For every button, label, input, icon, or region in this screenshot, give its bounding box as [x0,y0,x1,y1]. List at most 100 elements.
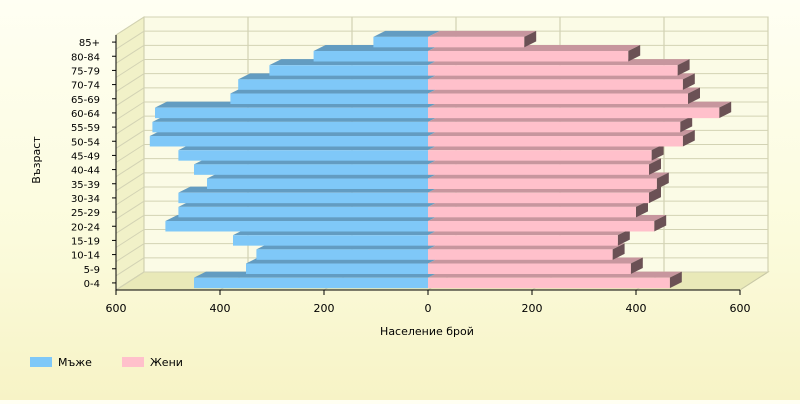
bar-front-face [428,263,631,274]
legend-swatch-female [121,357,144,367]
y-tick-label-10-14: 10-14 [71,251,100,262]
bar-end-face [682,130,695,147]
bar-male-40-44 [194,158,440,175]
bar-end-face [654,215,667,232]
side-grid-line-15 [115,59,145,78]
bar-female-60-64 [428,101,732,119]
legend-item-male: Мъже [30,356,92,369]
bar-front-face [428,79,683,90]
bar-front-face [152,121,428,133]
side-grid-line-6 [115,186,145,206]
bar-front-face [230,93,428,104]
side-grid-line-13 [115,87,145,107]
bar-female-80-84 [428,45,641,62]
side-grid-line-10 [115,129,145,149]
bar-end-face [680,115,693,133]
side-grid-line-12 [115,101,145,121]
bar-female-75-79 [428,59,690,76]
legend-label-male: Мъже [58,355,92,369]
bar-female-35-39 [428,172,669,189]
side-grid-line-14 [115,73,145,93]
bar-front-face [428,65,678,76]
bar-female-65-69 [428,87,700,104]
side-grid-line-0 [115,271,145,291]
bar-male-15-19 [233,229,440,246]
bar-male-20-24 [165,215,440,232]
bar-male-50-54 [149,130,441,147]
bar-end-face [719,101,732,119]
x-tick-label-6: 600 [730,302,751,315]
bar-front-face [428,277,670,289]
bar-female-45-49 [428,144,664,161]
y-tick-label-75-79: 75-79 [71,66,100,77]
bar-front-face [269,65,428,76]
side-grid-line-17 [115,30,145,50]
bar-front-face [428,136,683,147]
bar-front-face [149,136,429,147]
bar-male-0-4 [194,271,440,289]
bar-male-30-34 [178,186,440,204]
bar-end-face [524,30,537,48]
bar-top-face [373,30,440,37]
bar-end-face [649,186,661,204]
bar-front-face [428,192,649,204]
y-tick-label-55-59: 55-59 [71,123,100,134]
bar-end-face [630,257,643,274]
x-tick-label-4: 200 [522,302,543,315]
side-grid-line-9 [115,144,145,163]
y-tick-label-20-24: 20-24 [71,222,100,233]
bar-front-face [194,277,428,289]
bar-end-face [628,45,641,62]
bar-end-face [682,73,695,90]
bar-front-face [313,51,428,62]
side-grid-line-3 [115,229,145,248]
bar-female-85+ [428,30,537,48]
legend-item-female: Жени [121,356,183,369]
y-tick-label-30-34: 30-34 [71,194,100,205]
legend-swatch-male [30,357,52,367]
x-tick-label-3: 0 [425,302,432,315]
bar-female-55-59 [428,115,693,133]
bar-end-face [688,87,700,104]
bar-front-face [428,107,720,119]
side-grid-line-5 [115,200,145,220]
bar-front-face [207,178,428,189]
x-tick-label-1: 400 [210,302,231,315]
side-grid-line-18 [115,16,145,36]
bar-end-face [651,144,664,161]
bar-male-65-69 [230,87,440,104]
bar-end-face [649,158,661,175]
bar-female-0-4 [428,271,682,289]
bar-front-face [373,36,428,48]
bar-front-face [178,150,428,161]
bar-front-face [238,79,428,90]
bar-end-face [669,271,682,289]
bar-male-35-39 [207,172,440,189]
side-grid-line-1 [115,257,145,277]
bar-female-50-54 [428,130,695,147]
y-tick-label-0-4: 0-4 [84,279,100,290]
bar-end-face [636,200,648,218]
y-tick-label-50-54: 50-54 [71,137,100,148]
y-tick-label-60-64: 60-64 [71,109,100,120]
bar-end-face [617,229,630,246]
bar-front-face [428,51,629,62]
y-tick-label-70-74: 70-74 [71,81,100,92]
bar-front-face [428,221,655,232]
y-tick-label-40-44: 40-44 [71,166,100,177]
bar-male-85+ [373,30,440,48]
bar-front-face [155,107,428,119]
side-grid-line-11 [115,115,145,135]
y-tick-label-45-49: 45-49 [71,151,100,162]
bar-front-face [256,249,428,260]
x-tick-label-5: 400 [626,302,647,315]
bar-male-25-29 [178,200,440,218]
y-tick-label-25-29: 25-29 [71,208,100,219]
floor-grid-line-6 [739,271,769,291]
bar-male-70-74 [238,73,440,90]
x-tick-label-0: 600 [106,302,127,315]
bar-male-55-59 [152,115,440,133]
bar-front-face [428,178,657,189]
legend: Мъже Жени [30,352,183,372]
bar-front-face [428,235,618,246]
